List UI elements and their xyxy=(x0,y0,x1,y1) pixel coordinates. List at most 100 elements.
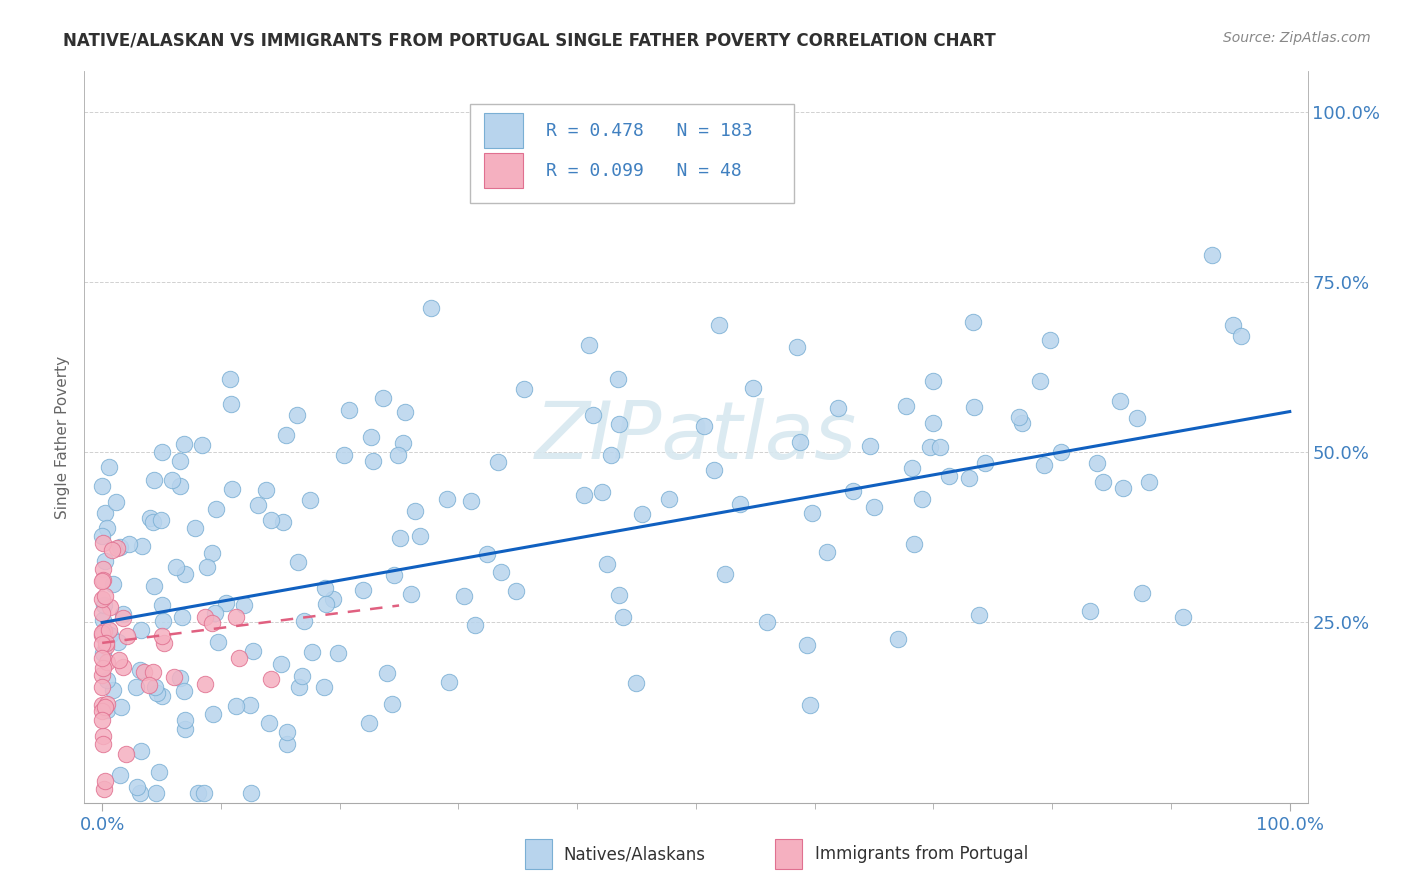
Point xyxy=(658,491,681,506)
Bar xyxy=(484,113,523,148)
Point xyxy=(359,716,381,731)
Point xyxy=(247,499,270,513)
Point xyxy=(169,454,191,468)
Point xyxy=(361,454,384,468)
Point xyxy=(271,516,294,530)
Point xyxy=(1201,248,1223,262)
Point xyxy=(288,680,311,694)
Point xyxy=(131,540,153,554)
Point xyxy=(101,577,124,591)
Point xyxy=(887,632,910,646)
Point xyxy=(100,627,122,641)
Y-axis label: Single Father Poverty: Single Father Poverty xyxy=(55,356,70,518)
Point xyxy=(276,428,298,442)
Point xyxy=(94,635,117,649)
Point xyxy=(91,529,114,543)
Point xyxy=(96,521,118,535)
Point xyxy=(110,700,132,714)
Point xyxy=(93,624,115,638)
Point xyxy=(91,637,114,651)
Point xyxy=(756,615,779,629)
Point xyxy=(91,729,114,743)
Point xyxy=(505,584,527,599)
Point xyxy=(786,340,808,354)
Point xyxy=(94,700,117,714)
Point xyxy=(859,439,882,453)
Point xyxy=(453,589,475,603)
Point xyxy=(228,650,250,665)
Point xyxy=(93,782,115,797)
Point xyxy=(207,635,229,649)
Point xyxy=(863,500,886,515)
Point xyxy=(215,596,238,610)
Point xyxy=(173,437,195,451)
Point xyxy=(962,401,984,415)
Point xyxy=(96,697,118,711)
Point xyxy=(260,513,283,527)
Point xyxy=(115,747,138,761)
Point xyxy=(96,673,118,688)
Point xyxy=(903,537,925,551)
Point xyxy=(94,589,117,603)
Point xyxy=(91,607,114,621)
Point xyxy=(894,399,917,413)
Point xyxy=(789,434,811,449)
Point xyxy=(375,665,398,680)
Point xyxy=(163,670,186,684)
Point xyxy=(464,618,486,632)
Point xyxy=(100,600,122,615)
Point xyxy=(108,540,131,554)
Point xyxy=(291,669,314,683)
Point xyxy=(195,560,218,574)
Point xyxy=(117,537,139,551)
FancyBboxPatch shape xyxy=(470,104,794,203)
Point xyxy=(1032,458,1054,472)
Point xyxy=(169,671,191,685)
Point xyxy=(150,689,173,703)
Point xyxy=(387,448,409,462)
Point xyxy=(142,579,165,593)
Point xyxy=(730,497,752,511)
Point xyxy=(1011,417,1033,431)
Point xyxy=(94,554,117,568)
Point xyxy=(219,397,242,411)
Point xyxy=(165,560,187,574)
Point xyxy=(352,583,374,598)
Point xyxy=(1171,610,1194,624)
Point xyxy=(796,638,818,652)
Point xyxy=(225,609,247,624)
Point xyxy=(337,402,360,417)
Point xyxy=(714,567,737,582)
Point xyxy=(572,488,595,502)
Text: R = 0.478   N = 183: R = 0.478 N = 183 xyxy=(546,121,752,140)
Point xyxy=(91,680,114,694)
Point xyxy=(437,675,460,690)
Point xyxy=(152,599,174,613)
Point xyxy=(129,623,152,637)
Point xyxy=(143,681,166,695)
Point xyxy=(105,541,128,556)
Point xyxy=(389,531,412,545)
Point xyxy=(276,724,298,739)
Point xyxy=(607,372,630,386)
Point xyxy=(314,680,336,694)
Point xyxy=(108,768,131,782)
Point xyxy=(108,653,131,667)
Point xyxy=(169,479,191,493)
Point xyxy=(91,613,114,627)
Point xyxy=(582,408,605,422)
Point xyxy=(315,597,337,611)
Point xyxy=(107,634,129,648)
Point xyxy=(578,338,600,352)
Point xyxy=(489,565,512,579)
Point xyxy=(591,485,613,500)
Point xyxy=(193,786,215,800)
Point xyxy=(152,628,174,642)
Point xyxy=(703,462,725,476)
Point xyxy=(91,650,114,665)
Point xyxy=(91,646,114,660)
Point xyxy=(631,507,654,521)
Point xyxy=(1039,333,1062,347)
Point xyxy=(475,547,498,561)
Text: Immigrants from Portugal: Immigrants from Portugal xyxy=(814,845,1028,863)
